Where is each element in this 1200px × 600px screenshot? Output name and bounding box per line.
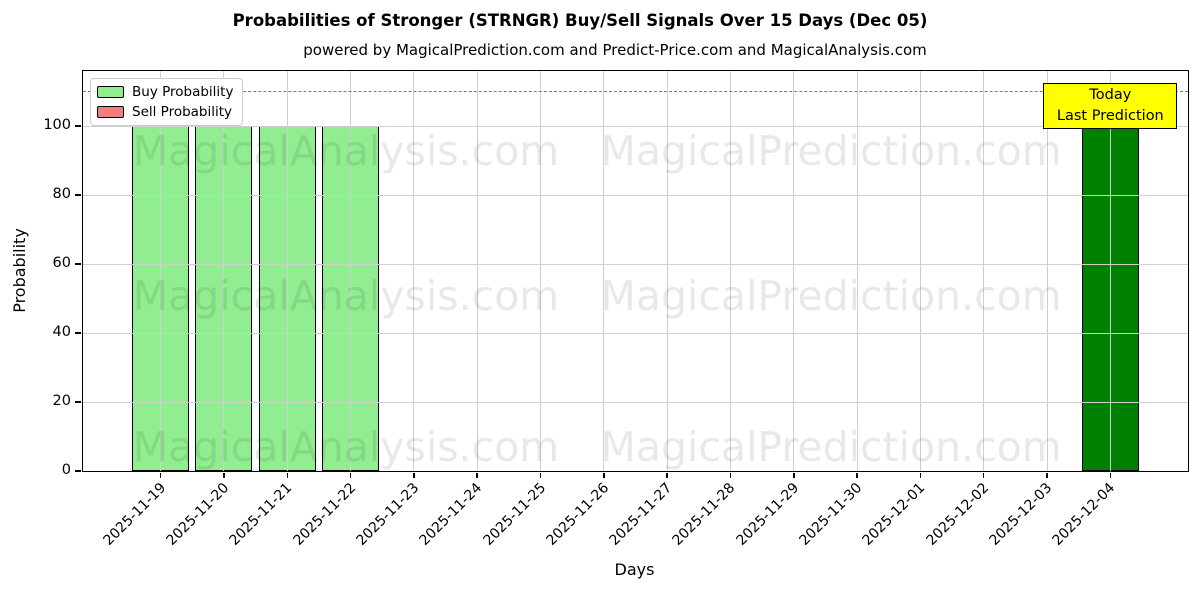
v-gridline [476, 71, 478, 471]
y-tick-label: 100 [43, 117, 71, 134]
x-tick-label: 2025-12-02 [923, 480, 993, 549]
y-tick-label: 0 [61, 462, 71, 478]
v-gridline [729, 71, 731, 471]
x-tick-mark [856, 473, 858, 478]
legend-label-sell: Sell Probability [132, 104, 233, 120]
dashed-threshold-line [83, 90, 1188, 92]
x-tick-mark [919, 473, 922, 478]
watermark-text: MagicalPrediction.com [600, 127, 1062, 175]
sell-probability-swatch [97, 106, 124, 118]
y-tick-mark [75, 470, 81, 472]
x-tick-label: 2025-12-04 [1049, 480, 1119, 549]
chart-subtitle: powered by MagicalPrediction.com and Pre… [303, 41, 927, 59]
today-annotation-line1: Today [1089, 86, 1132, 103]
y-tick-mark [75, 332, 81, 334]
x-tick-mark [159, 473, 162, 478]
x-tick-label: 2025-11-29 [733, 480, 803, 549]
legend: Buy Probability Sell Probability [90, 78, 244, 126]
plot-area: Buy Probability Sell Probability Today L… [43, 70, 1189, 549]
x-axis-label: Days [614, 560, 655, 579]
x-tick-label: 2025-11-22 [290, 480, 359, 549]
x-tick-mark [1109, 473, 1112, 478]
chart-title: Probabilities of Stronger (STRNGR) Buy/S… [232, 11, 928, 30]
v-gridline [223, 71, 225, 471]
legend-item-sell: Sell Probability [97, 104, 233, 120]
x-tick-mark [729, 473, 732, 478]
legend-label-buy: Buy Probability [132, 84, 234, 100]
v-gridline [793, 71, 795, 471]
watermark-text: MagicalAnalysis.com [132, 423, 560, 471]
h-gridline [83, 332, 1188, 334]
today-annotation: Today Last Prediction [1043, 82, 1178, 129]
x-tick-label: 2025-11-30 [796, 480, 866, 549]
watermark-text: MagicalAnalysis.com [132, 127, 560, 175]
x-tick-label: 2025-11-27 [606, 480, 676, 549]
x-tick-mark [413, 473, 415, 478]
x-tick-mark [349, 473, 352, 478]
x-tick-mark [476, 473, 478, 478]
x-tick-label: 2025-12-03 [986, 480, 1056, 549]
h-gridline [83, 125, 1188, 127]
x-tick-mark [793, 473, 795, 478]
x-tick-mark [539, 473, 542, 478]
v-gridline [1046, 71, 1048, 471]
x-tick-label: 2025-11-28 [669, 480, 739, 549]
y-tick-label: 40 [52, 324, 71, 341]
watermark-text: MagicalPrediction.com [600, 423, 1062, 471]
legend-item-buy: Buy Probability [97, 84, 233, 100]
x-tick-mark [603, 473, 605, 478]
y-tick-label: 60 [52, 255, 71, 272]
v-gridline [286, 71, 288, 471]
v-gridline [160, 71, 162, 471]
x-tick-mark [666, 473, 668, 478]
watermark-text: MagicalPrediction.com [600, 272, 1062, 320]
v-gridline [350, 71, 352, 471]
x-tick-mark [1046, 473, 1048, 478]
today-annotation-line2: Last Prediction [1056, 107, 1164, 124]
x-tick-label: 2025-11-20 [163, 480, 233, 549]
v-gridline [1109, 71, 1111, 471]
x-tick-label: 2025-11-19 [100, 480, 169, 549]
x-tick-mark [982, 473, 985, 478]
x-tick-label: 2025-11-25 [479, 480, 549, 549]
v-gridline [983, 71, 985, 471]
v-gridline [919, 71, 921, 471]
x-tick-mark [286, 473, 289, 478]
y-tick-mark [75, 263, 81, 265]
y-tick-mark [75, 194, 81, 196]
y-tick-mark [75, 125, 81, 127]
v-gridline [856, 71, 858, 471]
v-gridline [413, 71, 415, 471]
h-gridline [83, 401, 1188, 403]
buy-probability-swatch [97, 86, 124, 98]
h-gridline [83, 194, 1188, 196]
v-gridline [603, 71, 605, 471]
v-gridline [666, 71, 668, 471]
x-tick-label: 2025-11-23 [353, 480, 423, 549]
watermark-text: MagicalAnalysis.com [132, 272, 560, 320]
h-gridline [83, 263, 1188, 265]
y-tick-mark [75, 401, 81, 403]
x-tick-label: 2025-12-01 [859, 480, 929, 549]
y-tick-label: 20 [52, 393, 71, 410]
y-tick-label: 80 [52, 186, 71, 203]
x-tick-label: 2025-11-24 [416, 480, 486, 549]
x-tick-mark [223, 473, 225, 478]
x-tick-label: 2025-11-21 [226, 480, 296, 549]
v-gridline [540, 71, 542, 471]
x-tick-label: 2025-11-26 [543, 480, 613, 549]
